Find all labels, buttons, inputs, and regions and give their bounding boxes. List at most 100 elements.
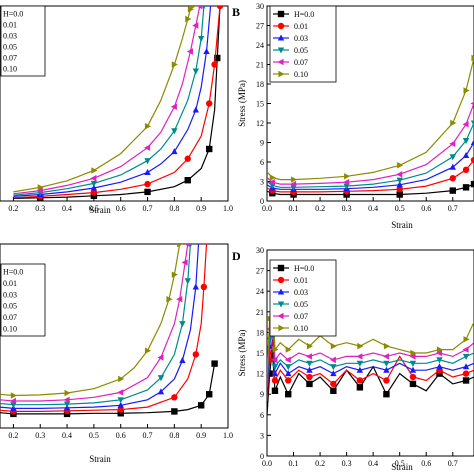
series-line (13, 6, 221, 199)
series-line (267, 349, 474, 415)
data-point (329, 356, 336, 364)
y-tick-label: 27 (256, 22, 264, 31)
series-group (13, 6, 224, 201)
data-point (271, 370, 279, 377)
data-point (462, 346, 469, 353)
data-point (202, 6, 206, 10)
legend-entry: H=0.0 (294, 10, 314, 19)
data-point (117, 410, 124, 417)
data-point (436, 370, 443, 377)
data-point (192, 351, 200, 358)
data-point (192, 68, 200, 75)
legend: H=0.0 0.01 0.03 0.05 0.07 0.10 (0, 263, 46, 337)
data-point (171, 394, 178, 401)
x-tick-label: 0.6 (116, 204, 126, 213)
y-tick-label: 27 (256, 267, 264, 276)
data-point (192, 106, 200, 113)
x-tick-label: 0.5 (395, 459, 405, 468)
x-tick-label: 0.7 (448, 204, 458, 213)
y-tick-label: 9 (260, 390, 264, 399)
data-point (36, 187, 43, 194)
data-point (63, 396, 70, 403)
data-point (290, 176, 298, 183)
data-point (179, 321, 186, 328)
legend: H=0.0 0.01 0.03 0.05 0.07 0.10 (269, 5, 337, 83)
legend-entry: 0.03 (3, 290, 17, 299)
data-point (197, 35, 205, 43)
x-tick-label: 0.9 (196, 431, 206, 440)
legend-entry: 0.07 (294, 58, 308, 67)
data-point (450, 119, 457, 127)
legend-box (269, 259, 337, 337)
series-group (0, 244, 218, 418)
x-tick-label: 0.7 (143, 431, 153, 440)
x-tick-label: 0.6 (421, 204, 431, 213)
data-point (471, 54, 474, 62)
data-point (462, 184, 470, 191)
legend-entry: 0.07 (3, 54, 17, 63)
data-point (206, 391, 213, 398)
data-point (356, 360, 364, 367)
data-point (9, 397, 16, 405)
panel-a: 0.2 0.3 0.4 0.5 0.6 0.7 0.8 0.9 1.0 Strain H=0.0 0.… (0, 5, 233, 215)
data-point (470, 180, 474, 188)
series-line (13, 6, 205, 196)
data-point (171, 271, 178, 278)
x-tick-label: 0.3 (342, 204, 352, 213)
x-tick-label: 0.2 (315, 204, 325, 213)
x-tick-label: 0.9 (196, 204, 206, 213)
data-point (409, 360, 417, 367)
data-point (396, 186, 403, 193)
y-tick-label: 24 (256, 41, 264, 50)
data-point (436, 363, 443, 370)
legend-swatch-marker (277, 47, 285, 54)
legend-entry: 0.10 (3, 65, 17, 74)
plot-frame (0, 243, 229, 429)
legend-swatch-marker (277, 10, 285, 18)
data-point (271, 387, 279, 394)
series-line (267, 57, 474, 181)
data-point (211, 360, 218, 367)
data-point (118, 375, 125, 383)
legend-swatch-marker (277, 288, 285, 295)
series-line (0, 244, 208, 412)
data-point (184, 177, 191, 184)
x-tick-label: 0.3 (35, 431, 45, 440)
legend-entry: 0.07 (294, 312, 308, 321)
data-point (290, 180, 297, 188)
data-point (470, 156, 474, 164)
x-tick-label: 0.1 (289, 204, 299, 213)
data-point (144, 123, 152, 130)
data-point (409, 380, 417, 388)
legend-box (0, 5, 46, 77)
data-point (410, 349, 417, 357)
series-line (267, 142, 474, 190)
x-tick-label: 0.1 (289, 459, 299, 468)
data-point (396, 181, 403, 188)
y-tick-label: 21 (256, 61, 264, 70)
panel-label: B (232, 5, 240, 19)
data-point (356, 366, 364, 373)
y-tick-label: 6 (260, 158, 264, 167)
legend-swatch-marker (277, 276, 285, 284)
data-point (184, 278, 191, 285)
data-point (144, 347, 152, 354)
legend-entry: 0.10 (3, 324, 17, 333)
data-point (90, 192, 98, 199)
data-point (267, 370, 273, 377)
series-line (13, 6, 221, 199)
x-tick-label: 0.2 (315, 459, 325, 468)
y-tick-label: 12 (256, 370, 264, 379)
data-point (171, 408, 178, 415)
data-point (449, 154, 456, 161)
series-line (267, 291, 474, 374)
legend-entry: 0.07 (3, 313, 17, 322)
x-tick-label: 0.4 (368, 204, 378, 213)
data-point (409, 353, 416, 360)
data-point (409, 373, 417, 381)
x-tick-label: 0.0 (262, 204, 272, 213)
data-point (306, 373, 313, 381)
data-point (343, 183, 350, 190)
x-tick-label: 0.6 (421, 459, 431, 468)
series-line (0, 244, 189, 402)
